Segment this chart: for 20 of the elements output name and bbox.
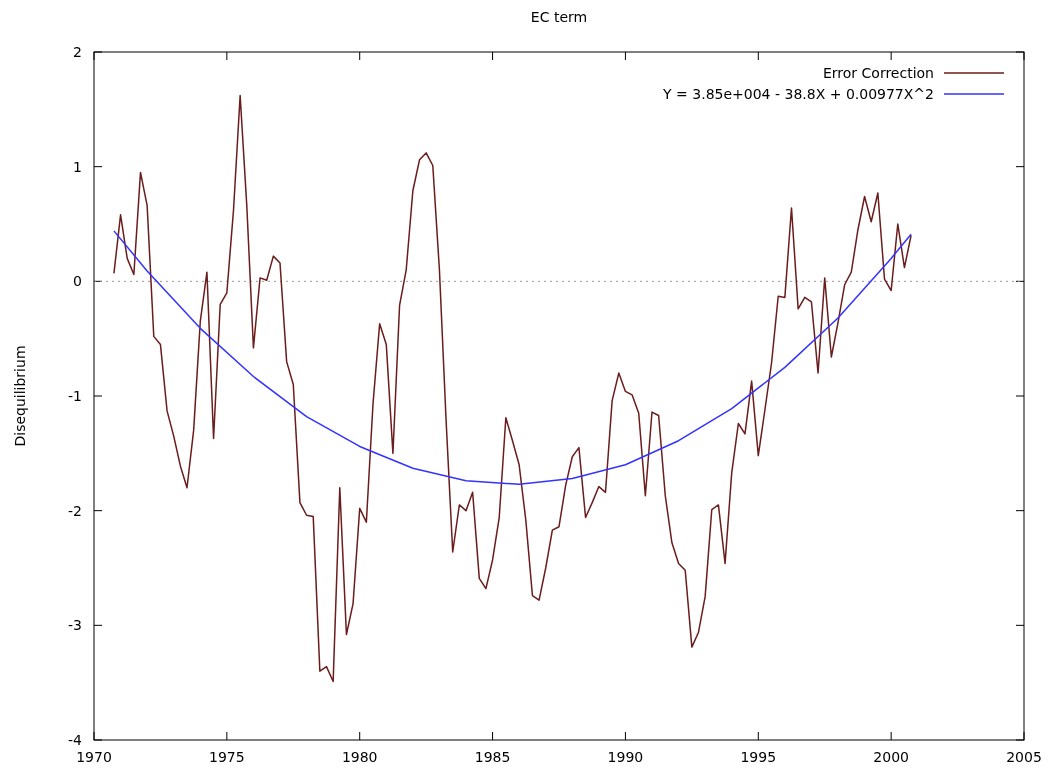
x-tick-label: 1995 — [740, 749, 777, 765]
x-tick-label: 1970 — [76, 749, 112, 765]
y-axis-title: Disequilibrium — [12, 345, 28, 447]
y-tick-label: -3 — [68, 617, 82, 634]
legend-label: Error Correction — [822, 65, 934, 81]
x-tick-label: 1980 — [341, 749, 378, 765]
legend-label: Y = 3.85e+004 - 38.8X + 0.00977X^2 — [662, 86, 934, 102]
x-tick-label: 1990 — [607, 749, 644, 765]
y-tick-label: 1 — [73, 158, 82, 175]
line-series — [113, 230, 912, 486]
x-tick-label: 2000 — [873, 749, 909, 765]
y-tick-label: -2 — [68, 502, 82, 519]
y-tick-label: 2 — [73, 44, 82, 60]
chart-title: EC term — [530, 9, 588, 25]
x-tick-label: 1985 — [474, 749, 511, 765]
y-tick-label: 0 — [73, 273, 82, 290]
x-tick-label: 2005 — [1006, 749, 1042, 765]
y-tick-label: -1 — [68, 388, 82, 404]
y-tick-label: -4 — [68, 732, 83, 748]
x-tick-label: 1975 — [209, 749, 245, 765]
